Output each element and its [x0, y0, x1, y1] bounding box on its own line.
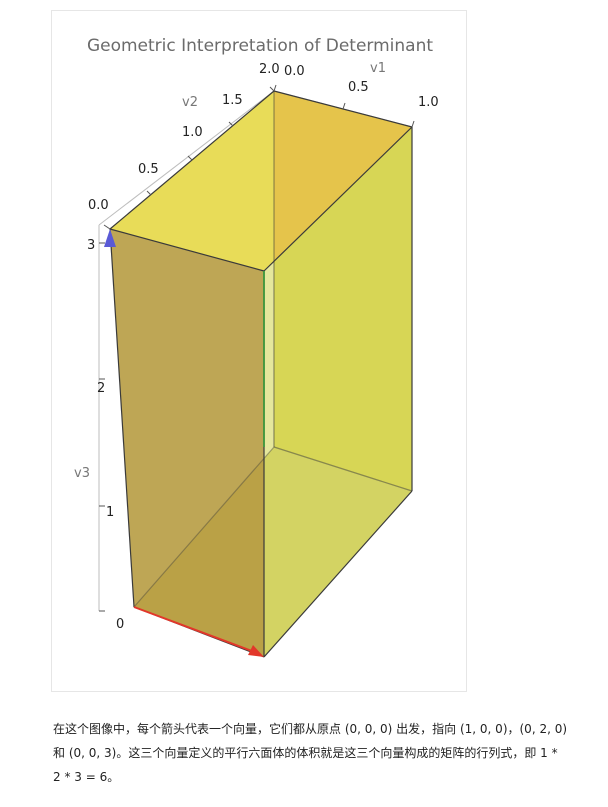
- arrow-v1: [133, 606, 261, 655]
- figure-card: Geometric Interpretation of Determinant: [51, 10, 467, 692]
- face-inner: [264, 127, 412, 657]
- v1-axis-label: v1: [370, 61, 386, 76]
- v1-tick-0: 0.0: [284, 64, 305, 79]
- caption: 在这个图像中，每个箭头代表一个向量，它们都从原点 (0, 0, 0) 出发，指向…: [53, 717, 593, 789]
- caption-line-1: 在这个图像中，每个箭头代表一个向量，它们都从原点 (0, 0, 0) 出发，指向…: [53, 722, 568, 736]
- v3-tick-3: 3: [87, 238, 95, 253]
- parallelepiped-plot: Geometric Interpretation of Determinant: [74, 36, 439, 658]
- v3-axis-label: v3: [74, 466, 90, 481]
- v2-tick-4: 2.0: [259, 62, 280, 77]
- v1-tick-1: 0.5: [348, 80, 369, 95]
- face-front: [110, 229, 264, 657]
- v1-axis-ticks: [273, 84, 415, 128]
- v1-tick-2: 1.0: [418, 95, 439, 110]
- v2-axis-label: v2: [182, 95, 198, 110]
- v2-tick-3: 1.5: [222, 93, 243, 108]
- arrow-v1-head: [248, 645, 264, 657]
- vector-arrows: [104, 229, 265, 657]
- parallelepiped-faces: [110, 91, 412, 657]
- v3-axis-ticks: [99, 242, 105, 612]
- v3-tick-0: 0: [116, 617, 124, 632]
- caption-line-2: 和 (0, 0, 3)。这三个向量定义的平行六面体的体积就是这三个向量构成的矩阵…: [53, 746, 558, 760]
- v3-tick-1: 1: [106, 505, 114, 520]
- v2-tick-1: 0.5: [138, 162, 159, 177]
- v2-tick-0: 0.0: [88, 198, 109, 213]
- v3-tick-2: 2: [97, 381, 105, 396]
- face-top-right: [264, 91, 412, 271]
- v2-axis-ticks: [103, 86, 275, 230]
- plot-title: Geometric Interpretation of Determinant: [87, 36, 433, 56]
- v2-tick-2: 1.0: [182, 125, 203, 140]
- caption-line-3: 2 * 3 = 6。: [53, 770, 120, 784]
- arrow-v3-head: [104, 229, 116, 247]
